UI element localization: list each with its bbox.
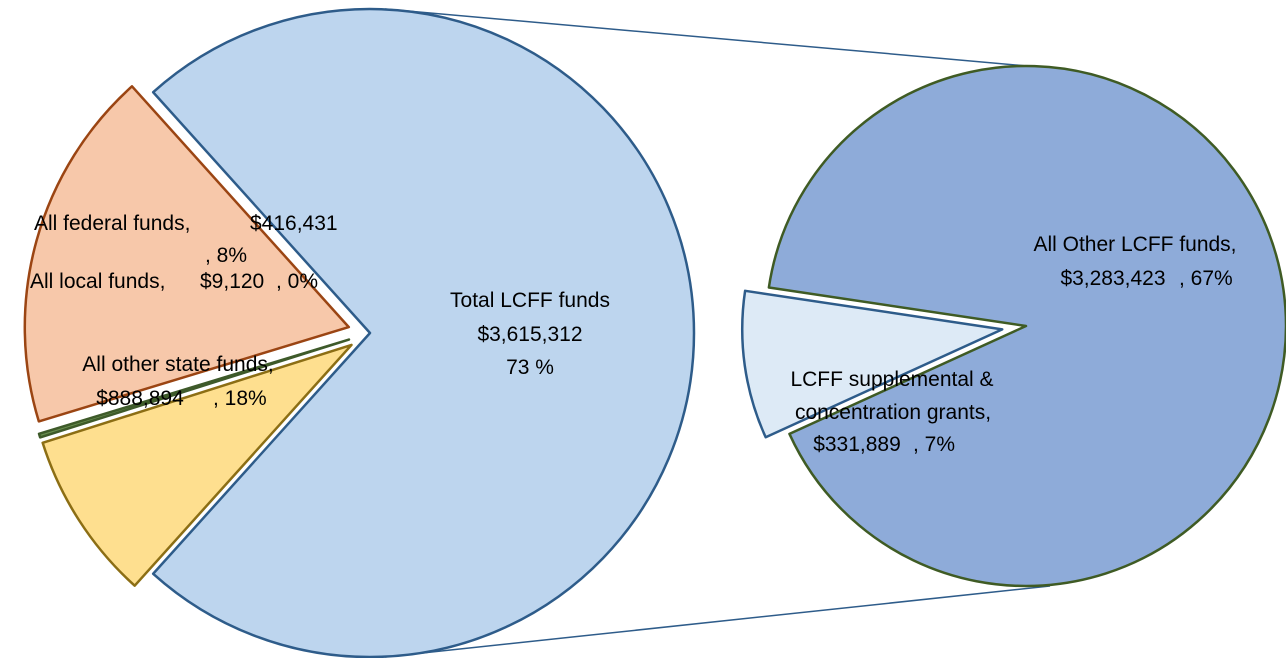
pie-slice-all-other-lcff-funds — [767, 64, 1286, 588]
label-federal-value: $416,431 — [250, 212, 338, 235]
pie-slice-all-local-funds — [37, 338, 351, 439]
connector-lines — [384, 8, 1051, 658]
left-pie — [23, 7, 696, 658]
label-supplemental-percent: , 7% — [913, 433, 955, 456]
label-federal-name: All federal funds, — [34, 212, 190, 235]
label-local-name: All local funds, — [30, 270, 165, 293]
label-other-lcff-percent: , 67% — [1179, 267, 1233, 290]
pie-slice-all-other-state-funds — [23, 85, 351, 423]
label-state-percent: , 18% — [213, 387, 267, 410]
label-supplemental-value: $331,889 — [813, 433, 901, 456]
label-local-value: $9,120 — [200, 270, 264, 293]
right-pie-labels: All Other LCFF funds, $3,283,423 , 67% L… — [790, 233, 1236, 456]
connector-line-top — [384, 8, 1051, 69]
pie-slice-lcff-supplemental-concentration — [740, 289, 1004, 439]
left-pie-labels: Total LCFF funds $3,615,312 73 % All fed… — [30, 212, 610, 410]
label-other-lcff-name: All Other LCFF funds, — [1033, 233, 1236, 256]
label-federal-percent: , 8% — [205, 244, 247, 267]
label-state-name: All other state funds, — [82, 353, 273, 376]
pie-slice-total-lcff-funds — [151, 7, 696, 658]
label-state-value: $888,894 — [96, 387, 184, 410]
right-pie — [740, 64, 1286, 588]
label-supplemental-line2: concentration grants, — [795, 401, 991, 424]
label-local-percent: , 0% — [276, 270, 318, 293]
label-total-lcff-value: $3,615,312 — [477, 323, 582, 346]
label-total-lcff-name: Total LCFF funds — [450, 289, 610, 312]
pie-slice-all-federal-funds — [41, 343, 353, 587]
label-supplemental-line1: LCFF supplemental & — [790, 368, 993, 391]
connector-line-bottom — [384, 585, 1051, 658]
label-total-lcff-percent: 73 % — [506, 356, 554, 379]
label-other-lcff-value: $3,283,423 — [1060, 267, 1165, 290]
